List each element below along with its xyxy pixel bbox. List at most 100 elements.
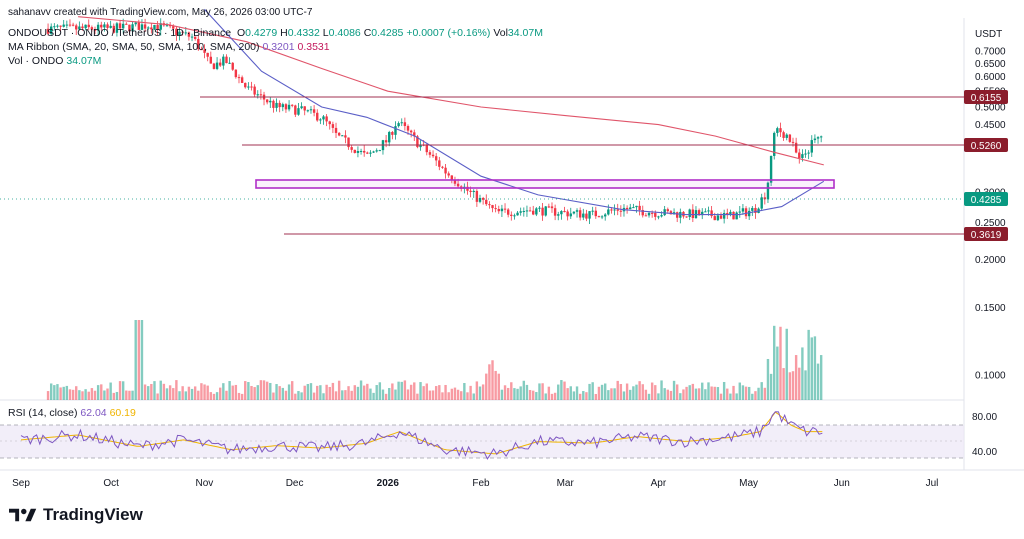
volume-bar (688, 385, 691, 400)
candle-body (516, 212, 519, 216)
volume-bar (306, 383, 310, 400)
candle-body (406, 126, 410, 131)
candle-body (59, 25, 62, 27)
candle-body (675, 212, 679, 218)
volume-bar (469, 385, 472, 400)
volume-bar (131, 390, 134, 400)
volume-bar (303, 385, 306, 400)
volume-bar (265, 381, 269, 400)
candle-body (353, 149, 356, 153)
candle-body (769, 155, 773, 183)
volume-bar (491, 360, 494, 400)
candle-body (46, 28, 50, 34)
candle-body (147, 27, 150, 29)
candle-body (538, 207, 541, 209)
candle-body (431, 154, 435, 157)
sma-100-line[interactable] (78, 16, 824, 166)
candle-body (75, 25, 78, 30)
volume-bar (660, 380, 663, 400)
volume-bar (726, 388, 729, 400)
volume-bar (359, 380, 363, 400)
currency-label: USDT (975, 29, 1002, 40)
volume-bar (275, 384, 278, 400)
volume-bar (644, 389, 648, 400)
c-label: C (363, 27, 372, 39)
candle-body (594, 210, 598, 217)
volume-bar (434, 386, 438, 400)
candle-body (284, 104, 288, 110)
candle-body (203, 49, 206, 53)
symbol-name[interactable]: ONDOUSDT · ONDO / TetherUS · 1D · Binanc… (8, 27, 232, 39)
candle-body (666, 209, 669, 212)
volume-bar (272, 392, 275, 400)
volume-bar (96, 385, 100, 400)
volume-bar (350, 390, 353, 400)
volume-bar (150, 384, 153, 400)
ma-ribbon-line[interactable]: MA Ribbon (SMA, 20, SMA, 50, SMA, 100, S… (8, 41, 330, 53)
price-tick: 0.4500 (975, 120, 1006, 131)
volume-bar (109, 382, 112, 400)
volume-bar (90, 388, 94, 400)
candle-body (657, 216, 660, 218)
volume-bar (125, 390, 128, 400)
volume-bar (143, 384, 147, 400)
candle-body (535, 208, 538, 215)
resistance-zone[interactable] (255, 179, 835, 189)
candle-body (115, 23, 119, 33)
volume-bar (215, 392, 219, 400)
volume-bar (532, 390, 535, 400)
candle-body (272, 100, 275, 108)
volume-bar (162, 383, 166, 400)
volume-bar (488, 364, 491, 400)
sma-50-line[interactable] (203, 8, 825, 216)
volume-bar (193, 386, 197, 400)
price-tick: 0.6000 (975, 72, 1006, 83)
candle-body (397, 123, 400, 127)
candle-body (312, 109, 316, 113)
volume-bar (253, 387, 256, 400)
candle-body (121, 23, 125, 29)
candle-body (90, 27, 94, 30)
candle-body (222, 56, 225, 66)
volume-bar (290, 381, 294, 400)
volume-bar (535, 392, 538, 400)
volume-bar (610, 388, 613, 400)
candle-body (525, 210, 529, 212)
volume-indicator-line[interactable]: Vol · ONDO 34.07M (8, 55, 101, 67)
volume-bar (118, 381, 122, 400)
brand-name: TradingView (43, 505, 143, 524)
candle-body (679, 211, 682, 218)
candle-body (632, 207, 635, 209)
candle-body (647, 212, 651, 216)
rsi-label: RSI (14, close) (8, 407, 78, 419)
candle-body (691, 209, 695, 219)
volume-bar (112, 392, 115, 400)
volume-bar (394, 389, 397, 400)
time-tick: Apr (651, 478, 667, 489)
candle-body (372, 151, 375, 153)
volume-bar (466, 392, 469, 400)
volume-bar (785, 328, 788, 400)
candle-body (350, 147, 353, 150)
candle-body (278, 102, 281, 108)
candle-body (131, 24, 134, 32)
candle-body (741, 208, 745, 212)
volume-bar (337, 380, 341, 400)
rsi-indicator-line[interactable]: RSI (14, close) 62.04 60.19 (8, 407, 136, 419)
tradingview-brand[interactable]: TradingView (9, 505, 143, 525)
candle-body (300, 106, 303, 109)
candle-body (175, 28, 178, 36)
candle-body (259, 94, 263, 96)
volume-bar (816, 363, 820, 400)
volume-bar (582, 391, 585, 400)
candle-body (685, 216, 688, 218)
candle-body (644, 215, 648, 217)
candle-body (625, 207, 629, 210)
candle-body (366, 152, 369, 154)
volume-bar (782, 368, 785, 400)
volume-bar (472, 393, 475, 400)
candle-body (81, 26, 84, 29)
volume-bar (697, 388, 701, 400)
volume-bar (100, 384, 103, 400)
